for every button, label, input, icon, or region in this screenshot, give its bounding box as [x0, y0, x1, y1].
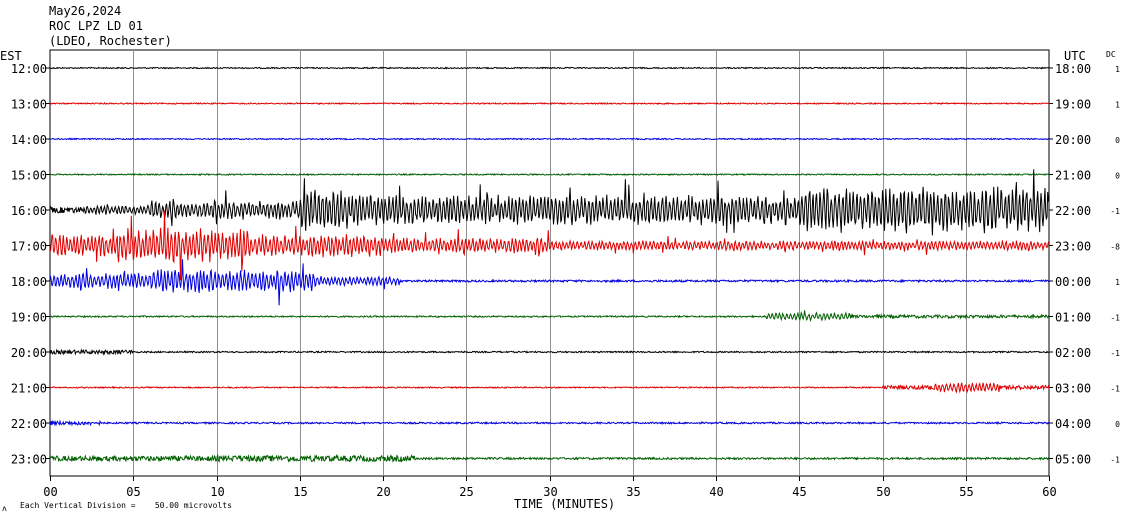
- seismic-trace: [49, 419, 1050, 427]
- x-tick-label: 15: [293, 485, 307, 499]
- dc-offset-label: -1: [1110, 314, 1120, 323]
- dc-offset-label: 1: [1115, 65, 1120, 74]
- utc-axis-title: UTC: [1064, 49, 1086, 63]
- utc-time-label: 22:00: [1055, 204, 1091, 218]
- utc-time-label: 18:00: [1055, 62, 1091, 76]
- seismic-trace: [49, 210, 1050, 281]
- est-time-label: 23:00: [11, 453, 47, 467]
- station-label: ROC LPZ LD 01: [49, 19, 143, 33]
- est-time-label: 22:00: [11, 417, 47, 431]
- x-tick-label: 30: [543, 485, 557, 499]
- est-time-label: 14:00: [11, 133, 47, 147]
- est-axis-title: EST: [0, 49, 22, 63]
- utc-time-label: 19:00: [1055, 98, 1091, 112]
- x-tick-label: 55: [959, 485, 973, 499]
- x-tick-label: 35: [626, 485, 640, 499]
- est-time-label: 18:00: [11, 275, 47, 289]
- utc-time-label: 21:00: [1055, 169, 1091, 183]
- seismic-trace: [49, 348, 1050, 356]
- dc-offset-label: -1: [1110, 349, 1120, 358]
- dc-offset-label: -1: [1110, 385, 1120, 394]
- x-axis-label: TIME (MINUTES): [514, 497, 616, 511]
- x-tick-label: 20: [376, 485, 390, 499]
- dc-offset-label: -8: [1110, 243, 1120, 252]
- dc-offset-label: 0: [1115, 420, 1120, 429]
- x-tick-label: 00: [43, 485, 57, 499]
- date-label: May26,2024: [49, 4, 122, 18]
- seismic-trace: [49, 259, 1050, 306]
- dc-offset-label: -1: [1110, 456, 1120, 465]
- seismic-trace: [49, 172, 1050, 177]
- utc-time-label: 03:00: [1055, 382, 1091, 396]
- utc-time-label: 20:00: [1055, 133, 1091, 147]
- seismic-trace: [49, 137, 1050, 141]
- network-label: (LDEO, Rochester): [49, 34, 172, 48]
- seismic-trace: [49, 101, 1050, 106]
- seismic-trace: [49, 169, 1050, 236]
- x-tick-label: 25: [459, 485, 473, 499]
- utc-time-label: 23:00: [1055, 240, 1091, 254]
- est-time-label: 16:00: [11, 204, 47, 218]
- dc-offset-label: 0: [1115, 172, 1120, 181]
- est-time-label: 17:00: [11, 240, 47, 254]
- x-tick-label: 60: [1042, 485, 1056, 499]
- utc-time-label: 02:00: [1055, 346, 1091, 360]
- est-time-label: 21:00: [11, 382, 47, 396]
- x-tick-label: 40: [709, 485, 723, 499]
- dc-offset-label: -1: [1110, 207, 1120, 216]
- seismic-trace: [49, 382, 1050, 394]
- est-time-label: 20:00: [11, 346, 47, 360]
- seismic-trace: [49, 66, 1050, 70]
- est-time-label: 15:00: [11, 169, 47, 183]
- est-time-label: 19:00: [11, 311, 47, 325]
- corner-mark: ʌ: [2, 504, 7, 513]
- utc-time-label: 04:00: [1055, 417, 1091, 431]
- seismic-trace: [49, 453, 1050, 463]
- x-tick-label: 50: [876, 485, 890, 499]
- est-time-label: 13:00: [11, 98, 47, 112]
- dc-offset-label: 1: [1115, 278, 1120, 287]
- utc-time-label: 01:00: [1055, 311, 1091, 325]
- seismic-trace: [49, 310, 1050, 323]
- dc-axis-title: DC: [1106, 50, 1116, 59]
- scale-note: Each Vertical Division = 50.00 microvolt…: [20, 501, 232, 510]
- dc-offset-label: 1: [1115, 101, 1120, 110]
- plot-frame: [49, 49, 1050, 477]
- utc-time-label: 00:00: [1055, 275, 1091, 289]
- x-tick-label: 45: [792, 485, 806, 499]
- dc-offset-label: 0: [1115, 136, 1120, 145]
- x-tick-label: 10: [210, 485, 224, 499]
- utc-time-label: 05:00: [1055, 453, 1091, 467]
- est-time-label: 12:00: [11, 62, 47, 76]
- x-tick-label: 05: [126, 485, 140, 499]
